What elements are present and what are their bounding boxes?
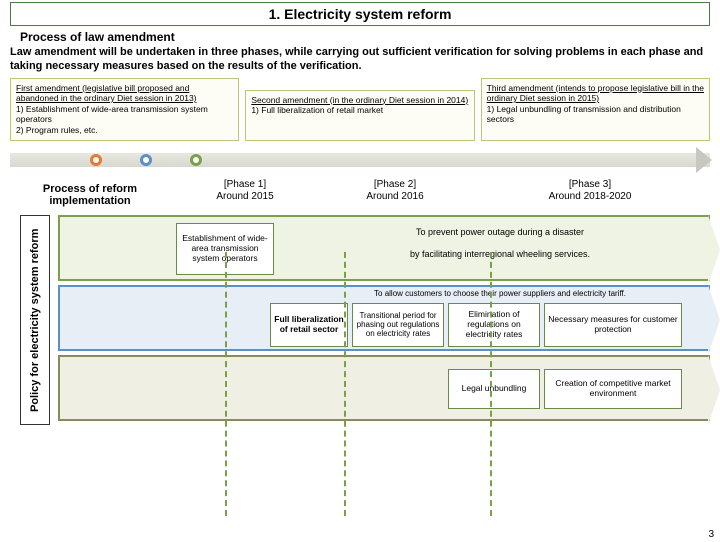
amendment-1-header: First amendment (legislative bill propos…	[16, 83, 233, 104]
phase-3-when: Around 2018-2020	[470, 191, 710, 203]
amendment-1-body: 1) Establishment of wide-area transmissi…	[16, 104, 233, 136]
note-customers: To allow customers to choose their power…	[310, 289, 690, 299]
phase-2-label: [Phase 2] Around 2016	[320, 179, 470, 211]
cell-competitive-market: Creation of competitive market environme…	[544, 369, 682, 409]
phase-2-when: Around 2016	[320, 191, 470, 203]
dash-line-1	[225, 252, 227, 516]
marker-phase2-icon	[140, 154, 152, 166]
dash-line-2	[344, 252, 346, 516]
amendment-1: First amendment (legislative bill propos…	[10, 78, 239, 141]
cell-legal-unbundling: Legal unbundling	[448, 369, 540, 409]
phase-2-name: [Phase 2]	[320, 179, 470, 191]
amendment-2-body: 1) Full liberalization of retail market	[251, 105, 468, 116]
phase-1-label: [Phase 1] Around 2015	[170, 179, 320, 211]
timeline-arrow	[10, 143, 710, 177]
amendment-row: First amendment (legislative bill propos…	[10, 78, 710, 141]
process-implementation-title: Process of reform implementation	[10, 179, 170, 211]
note-disaster: To prevent power outage during a disaste…	[320, 227, 680, 239]
phase-labels-row: Process of reform implementation [Phase …	[10, 179, 710, 211]
phase-1-when: Around 2015	[170, 191, 320, 203]
amendment-3-header: Third amendment (intends to propose legi…	[487, 83, 704, 104]
band-green: Establishment of wide-area transmission …	[58, 215, 710, 281]
page-number: 3	[708, 529, 714, 540]
marker-phase3-icon	[190, 154, 202, 166]
cell-elimination: Elimination of regulations on electricit…	[448, 303, 540, 347]
dash-line-3	[490, 252, 492, 516]
band-blue: To allow customers to choose their power…	[58, 285, 710, 351]
vertical-policy-label: Policy for electricity system reform	[20, 215, 50, 425]
note-wheeling: by facilitating interregional wheeling s…	[320, 249, 680, 261]
band-olive: Legal unbundling Creation of competitive…	[58, 355, 710, 421]
marker-phase1-icon	[90, 154, 102, 166]
policy-body: Policy for electricity system reform Est…	[10, 215, 710, 445]
amendment-3-body: 1) Legal unbundling of transmission and …	[487, 104, 704, 125]
page-title: 1. Electricity system reform	[10, 2, 710, 26]
phase-3-name: [Phase 3]	[470, 179, 710, 191]
amendment-2-header: Second amendment (in the ordinary Diet s…	[251, 95, 468, 106]
phase-3-label: [Phase 3] Around 2018-2020	[470, 179, 710, 211]
cell-full-liberalization: Full liberalization of retail sector	[270, 303, 348, 347]
cell-transitional: Transitional period for phasing out regu…	[352, 303, 444, 347]
phase-1-name: [Phase 1]	[170, 179, 320, 191]
intro-text: Law amendment will be undertaken in thre…	[10, 46, 710, 74]
cell-customer-protection: Necessary measures for customer protecti…	[544, 303, 682, 347]
process-subtitle: Process of law amendment	[20, 30, 710, 44]
arrow-head-icon	[696, 147, 712, 173]
amendment-2: Second amendment (in the ordinary Diet s…	[245, 90, 474, 141]
amendment-3: Third amendment (intends to propose legi…	[481, 78, 710, 141]
